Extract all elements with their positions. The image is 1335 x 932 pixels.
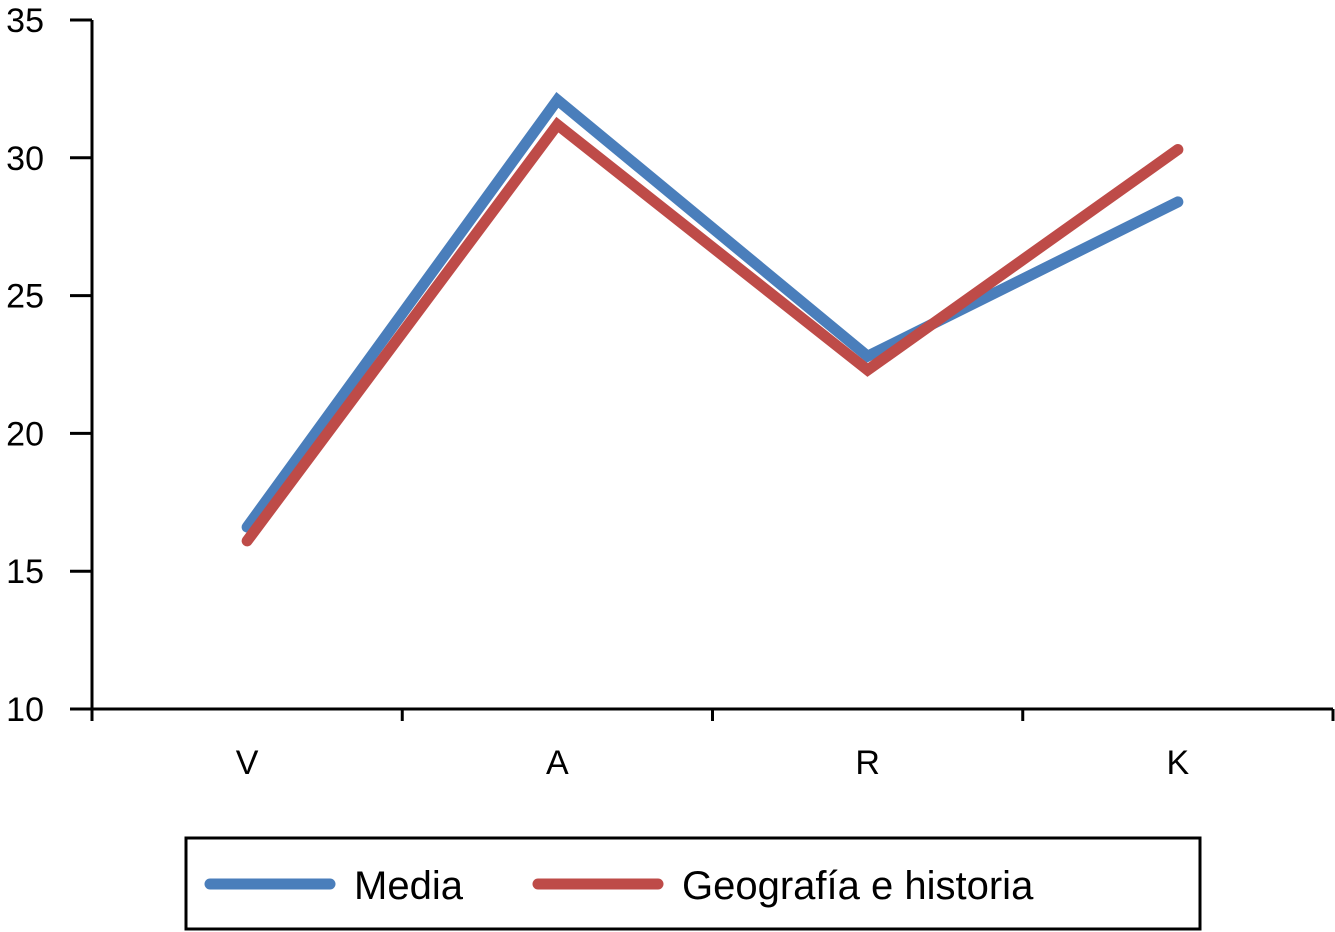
y-tick-label: 10 (6, 691, 44, 729)
y-tick-label: 15 (6, 553, 44, 591)
y-tick-label: 30 (6, 140, 44, 178)
y-tick-label: 35 (6, 2, 44, 40)
series-lines (241, 91, 1184, 547)
legend-label: Geografía e historia (682, 864, 1034, 908)
x-tick-label: V (236, 744, 259, 782)
legend-label: Media (354, 864, 464, 908)
legend: Media Geografía e historia (184, 836, 1202, 931)
y-axis-tick-labels: 10 15 20 25 30 35 (6, 2, 44, 729)
y-tick-label: 25 (6, 278, 44, 316)
series-line-media (241, 91, 1184, 533)
chart-axes (70, 18, 1335, 721)
x-tick-label: A (546, 744, 569, 782)
x-tick-label: K (1167, 744, 1190, 782)
legend-box (184, 836, 1202, 931)
x-tick-label: R (855, 744, 880, 782)
y-tick-label: 20 (6, 415, 44, 453)
series-line-geografia-e-historia (241, 116, 1184, 547)
